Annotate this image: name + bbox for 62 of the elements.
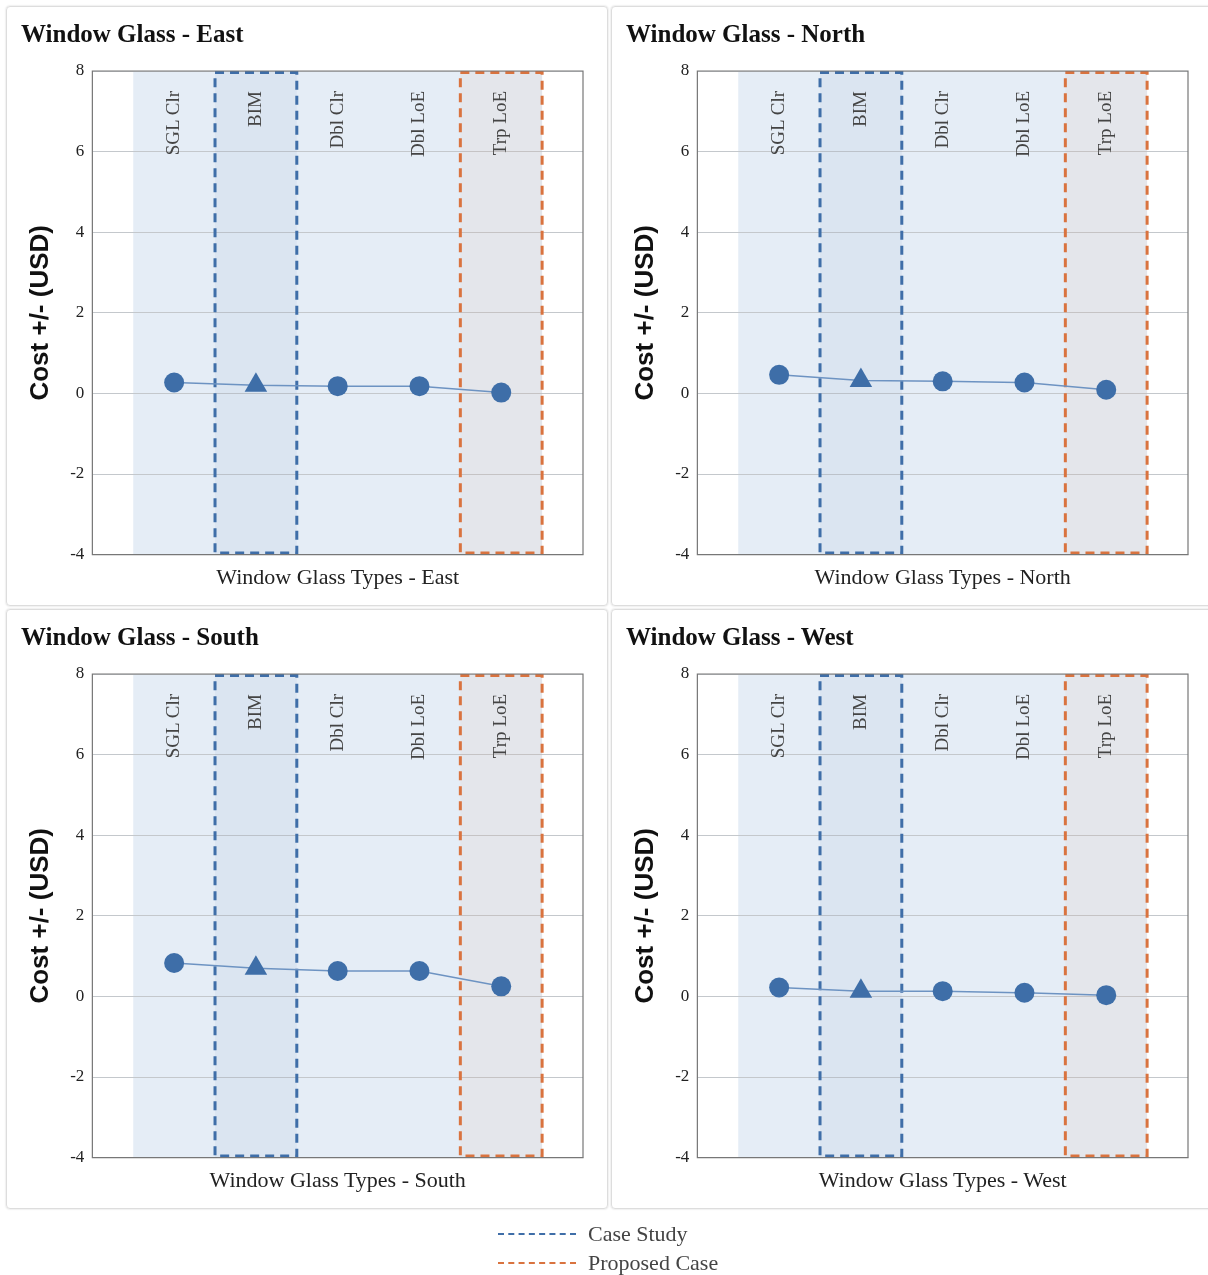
chart-title: Window Glass - West xyxy=(626,623,855,651)
x-tick-label: Dbl Clr xyxy=(930,90,952,149)
x-tick-label: Dbl LoE xyxy=(1012,91,1034,157)
x-tick-label: SGL Clr xyxy=(767,693,789,759)
x-tick-label: Dbl LoE xyxy=(407,91,429,157)
y-tick-label: 4 xyxy=(680,221,690,241)
y-tick-label: 2 xyxy=(680,302,690,322)
y-tick-label: 6 xyxy=(75,141,85,161)
y-tick-label: 2 xyxy=(75,302,85,322)
x-axis-title: Window Glass Types - South xyxy=(209,1166,466,1192)
y-tick-label: 0 xyxy=(680,985,690,1005)
chart-title: Window Glass - East xyxy=(21,20,245,48)
chart-title: Window Glass - South xyxy=(21,623,259,651)
x-tick-label: SGL Clr xyxy=(162,90,184,156)
y-tick-label: -4 xyxy=(675,544,690,564)
x-axis-title: Window Glass Types - East xyxy=(216,563,460,589)
y-tick-label: -2 xyxy=(675,463,690,483)
y-axis-title: Cost +/- (USD) xyxy=(628,828,659,1004)
x-tick-label: Trp LoE xyxy=(489,694,511,759)
legend-label: Case Study xyxy=(588,1220,688,1247)
x-tick-label: BIM xyxy=(243,693,265,730)
x-tick-label: BIM xyxy=(848,90,870,127)
y-tick-label: 6 xyxy=(680,744,690,764)
y-tick-label: 2 xyxy=(680,905,690,925)
y-tick-label: -4 xyxy=(675,1147,690,1167)
y-tick-label: 8 xyxy=(680,60,690,80)
y-tick-label: 6 xyxy=(75,744,85,764)
y-tick-label: 0 xyxy=(75,382,85,402)
y-tick-label: 8 xyxy=(680,663,690,683)
y-tick-label: -4 xyxy=(70,1147,85,1167)
y-tick-label: 6 xyxy=(680,141,690,161)
x-tick-label: SGL Clr xyxy=(162,693,184,759)
chart-title: Window Glass - North xyxy=(626,20,866,48)
y-axis-title: Cost +/- (USD) xyxy=(23,828,54,1004)
x-tick-label: Dbl Clr xyxy=(325,693,347,752)
y-tick-label: 4 xyxy=(75,221,85,241)
legend-label: Proposed Case xyxy=(588,1249,719,1275)
x-tick-label: Dbl LoE xyxy=(407,694,429,760)
x-axis-title: Window Glass Types - North xyxy=(814,563,1071,589)
x-tick-label: Trp LoE xyxy=(1094,91,1116,156)
y-tick-label: 8 xyxy=(75,60,85,80)
y-tick-label: -2 xyxy=(675,1066,690,1086)
y-tick-label: 2 xyxy=(75,905,85,925)
y-tick-label: -2 xyxy=(70,463,85,483)
x-tick-label: BIM xyxy=(848,693,870,730)
x-tick-label: Dbl LoE xyxy=(1012,694,1034,760)
y-tick-label: 0 xyxy=(75,985,85,1005)
y-tick-label: 8 xyxy=(75,663,85,683)
x-axis-title: Window Glass Types - West xyxy=(818,1166,1067,1192)
x-tick-label: Dbl Clr xyxy=(930,693,952,752)
y-axis-title: Cost +/- (USD) xyxy=(23,225,54,401)
y-tick-label: 4 xyxy=(75,824,85,844)
x-tick-label: Trp LoE xyxy=(489,91,511,156)
x-tick-label: SGL Clr xyxy=(767,90,789,156)
y-tick-label: 0 xyxy=(680,382,690,402)
y-axis-title: Cost +/- (USD) xyxy=(628,225,659,401)
x-tick-label: BIM xyxy=(243,90,265,127)
y-tick-label: 4 xyxy=(680,824,690,844)
y-tick-label: -2 xyxy=(70,1066,85,1086)
x-tick-label: Trp LoE xyxy=(1094,694,1116,759)
x-tick-label: Dbl Clr xyxy=(325,90,347,149)
y-tick-label: -4 xyxy=(70,544,85,564)
